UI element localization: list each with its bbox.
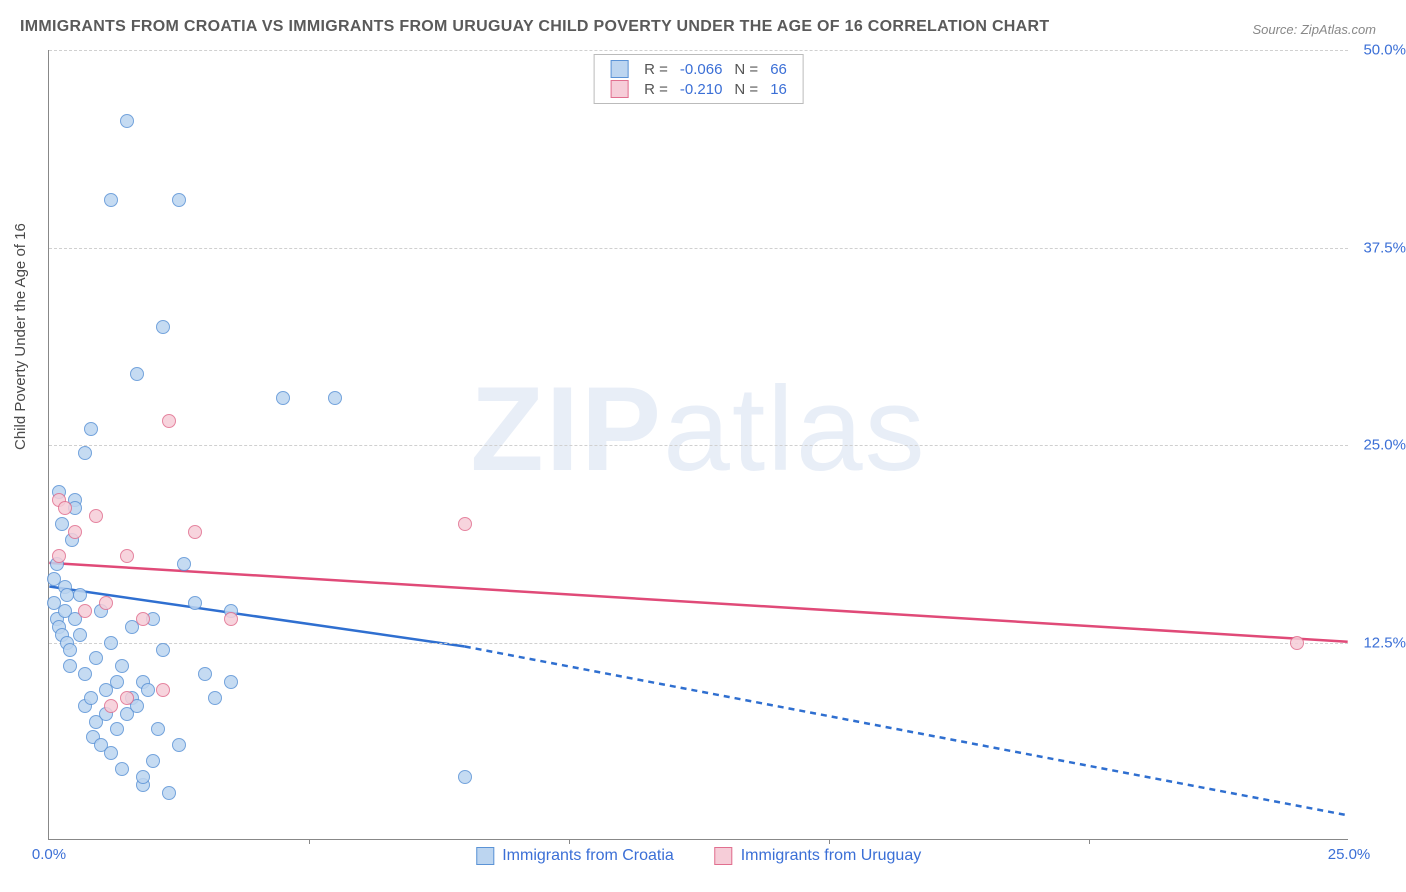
data-point: [162, 786, 176, 800]
data-point: [73, 628, 87, 642]
data-point: [141, 683, 155, 697]
data-point: [328, 391, 342, 405]
data-point: [104, 699, 118, 713]
data-point: [162, 414, 176, 428]
legend-row-croatia: R = -0.066 N = 66: [604, 59, 793, 79]
x-tick-mark: [1089, 839, 1090, 844]
gridline: [49, 248, 1348, 249]
series-legend: Immigrants from Croatia Immigrants from …: [458, 847, 939, 865]
data-point: [208, 691, 222, 705]
data-point: [188, 596, 202, 610]
data-point: [99, 596, 113, 610]
data-point: [68, 525, 82, 539]
data-point: [156, 643, 170, 657]
gridline: [49, 643, 1348, 644]
legend-label-uruguay: Immigrants from Uruguay: [741, 847, 922, 864]
data-point: [120, 691, 134, 705]
data-point: [115, 659, 129, 673]
y-tick-label: 12.5%: [1363, 634, 1406, 651]
chart-title: IMMIGRANTS FROM CROATIA VS IMMIGRANTS FR…: [20, 18, 1049, 36]
legend-label-croatia: Immigrants from Croatia: [502, 847, 674, 864]
data-point: [136, 770, 150, 784]
gridline: [49, 50, 1348, 51]
x-tick-mark: [829, 839, 830, 844]
y-tick-label: 25.0%: [1363, 437, 1406, 454]
data-point: [458, 770, 472, 784]
data-point: [276, 391, 290, 405]
plot-area: ZIPatlas R = -0.066 N = 66 R = -0.210 N …: [48, 50, 1348, 840]
data-point: [60, 588, 74, 602]
data-point: [172, 738, 186, 752]
data-point: [63, 643, 77, 657]
data-point: [89, 509, 103, 523]
data-point: [84, 422, 98, 436]
data-point: [58, 501, 72, 515]
data-point: [104, 193, 118, 207]
data-point: [1290, 636, 1304, 650]
data-point: [110, 722, 124, 736]
data-point: [156, 320, 170, 334]
x-tick-label: 25.0%: [1328, 846, 1371, 863]
data-point: [55, 517, 69, 531]
data-point: [224, 675, 238, 689]
data-point: [130, 367, 144, 381]
data-point: [151, 722, 165, 736]
y-tick-label: 37.5%: [1363, 239, 1406, 256]
source-label: Source: ZipAtlas.com: [1252, 22, 1376, 37]
data-point: [104, 636, 118, 650]
data-point: [120, 549, 134, 563]
x-tick-mark: [569, 839, 570, 844]
data-point: [52, 549, 66, 563]
legend-item-uruguay: Immigrants from Uruguay: [714, 847, 921, 865]
data-point: [73, 588, 87, 602]
data-point: [146, 754, 160, 768]
data-point: [78, 604, 92, 618]
swatch-uruguay-bottom: [714, 847, 732, 865]
watermark: ZIPatlas: [470, 360, 926, 498]
data-point: [78, 446, 92, 460]
data-point: [188, 525, 202, 539]
swatch-croatia-bottom: [476, 847, 494, 865]
legend-item-croatia: Immigrants from Croatia: [476, 847, 674, 865]
data-point: [84, 691, 98, 705]
data-point: [104, 746, 118, 760]
data-point: [89, 651, 103, 665]
gridline: [49, 445, 1348, 446]
data-point: [224, 612, 238, 626]
data-point: [136, 612, 150, 626]
data-point: [172, 193, 186, 207]
data-point: [458, 517, 472, 531]
data-point: [177, 557, 191, 571]
correlation-legend: R = -0.066 N = 66 R = -0.210 N = 16: [593, 54, 804, 104]
chart-container: IMMIGRANTS FROM CROATIA VS IMMIGRANTS FR…: [0, 0, 1406, 892]
legend-row-uruguay: R = -0.210 N = 16: [604, 79, 793, 99]
data-point: [120, 114, 134, 128]
data-point: [156, 683, 170, 697]
y-axis-label: Child Poverty Under the Age of 16: [12, 223, 29, 450]
swatch-croatia: [610, 60, 628, 78]
data-point: [110, 675, 124, 689]
data-point: [115, 762, 129, 776]
swatch-uruguay: [610, 80, 628, 98]
data-point: [78, 667, 92, 681]
y-tick-label: 50.0%: [1363, 42, 1406, 59]
x-tick-mark: [309, 839, 310, 844]
x-tick-label: 0.0%: [32, 846, 66, 863]
data-point: [198, 667, 212, 681]
data-point: [63, 659, 77, 673]
